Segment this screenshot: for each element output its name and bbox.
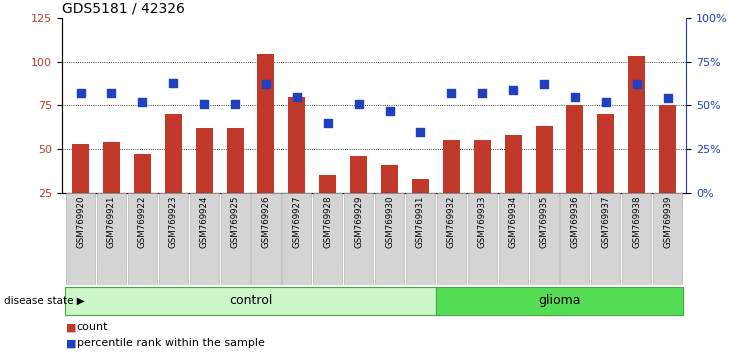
- Text: GSM769939: GSM769939: [663, 196, 672, 248]
- Text: GSM769938: GSM769938: [632, 196, 641, 248]
- Text: GDS5181 / 42326: GDS5181 / 42326: [62, 1, 185, 15]
- Text: GSM769921: GSM769921: [107, 196, 116, 248]
- FancyBboxPatch shape: [128, 193, 157, 285]
- Bar: [474, 140, 491, 193]
- Point: [600, 99, 612, 105]
- Text: count: count: [77, 322, 108, 332]
- Text: GSM769929: GSM769929: [354, 196, 364, 248]
- Point: [445, 90, 457, 96]
- FancyBboxPatch shape: [251, 193, 280, 285]
- Point: [322, 120, 334, 126]
- Bar: [196, 128, 212, 193]
- Bar: [504, 135, 522, 193]
- Text: GSM769936: GSM769936: [570, 196, 580, 248]
- Point: [477, 90, 488, 96]
- Point: [662, 96, 674, 101]
- Point: [353, 101, 364, 107]
- Bar: [629, 56, 645, 193]
- FancyBboxPatch shape: [499, 193, 528, 285]
- Text: GSM769935: GSM769935: [539, 196, 548, 248]
- Text: percentile rank within the sample: percentile rank within the sample: [77, 338, 264, 348]
- Bar: [319, 176, 337, 193]
- Text: GSM769920: GSM769920: [76, 196, 85, 248]
- FancyBboxPatch shape: [97, 193, 126, 285]
- FancyBboxPatch shape: [437, 193, 466, 285]
- Point: [137, 99, 148, 105]
- Point: [507, 87, 519, 92]
- Text: GSM769928: GSM769928: [323, 196, 332, 248]
- Text: GSM769923: GSM769923: [169, 196, 178, 248]
- FancyBboxPatch shape: [375, 193, 404, 285]
- Point: [538, 81, 550, 87]
- FancyBboxPatch shape: [65, 287, 436, 315]
- Text: GSM769926: GSM769926: [261, 196, 271, 248]
- FancyBboxPatch shape: [158, 193, 188, 285]
- FancyBboxPatch shape: [591, 193, 620, 285]
- Point: [260, 81, 272, 87]
- Bar: [536, 126, 553, 193]
- Bar: [72, 144, 89, 193]
- FancyBboxPatch shape: [529, 193, 558, 285]
- Point: [106, 90, 118, 96]
- Text: GSM769934: GSM769934: [509, 196, 518, 248]
- Bar: [566, 105, 583, 193]
- Point: [229, 101, 241, 107]
- Point: [167, 80, 179, 85]
- Text: ■: ■: [66, 338, 76, 348]
- Bar: [165, 114, 182, 193]
- FancyBboxPatch shape: [283, 193, 312, 285]
- FancyBboxPatch shape: [561, 193, 590, 285]
- Bar: [597, 114, 615, 193]
- Text: ■: ■: [66, 322, 76, 332]
- Point: [631, 81, 642, 87]
- Bar: [288, 97, 305, 193]
- Text: GSM769924: GSM769924: [200, 196, 209, 248]
- Text: GSM769932: GSM769932: [447, 196, 456, 248]
- Bar: [134, 154, 151, 193]
- FancyBboxPatch shape: [622, 193, 651, 285]
- Point: [415, 129, 426, 135]
- Text: GSM769922: GSM769922: [138, 196, 147, 248]
- FancyBboxPatch shape: [313, 193, 342, 285]
- Bar: [412, 179, 429, 193]
- Bar: [258, 55, 274, 193]
- FancyBboxPatch shape: [436, 287, 683, 315]
- Text: GSM769930: GSM769930: [385, 196, 394, 248]
- FancyBboxPatch shape: [406, 193, 435, 285]
- Text: GSM769927: GSM769927: [293, 196, 301, 248]
- Point: [291, 94, 303, 99]
- FancyBboxPatch shape: [66, 193, 95, 285]
- Text: glioma: glioma: [538, 295, 581, 307]
- Text: disease state ▶: disease state ▶: [4, 296, 85, 306]
- Text: GSM769933: GSM769933: [477, 196, 487, 248]
- Bar: [350, 156, 367, 193]
- Bar: [381, 165, 398, 193]
- Text: GSM769925: GSM769925: [231, 196, 239, 248]
- FancyBboxPatch shape: [344, 193, 373, 285]
- Text: GSM769937: GSM769937: [602, 196, 610, 248]
- Bar: [659, 105, 676, 193]
- Text: control: control: [228, 295, 272, 307]
- Text: GSM769931: GSM769931: [416, 196, 425, 248]
- FancyBboxPatch shape: [220, 193, 250, 285]
- Point: [199, 101, 210, 107]
- Point: [569, 94, 581, 99]
- FancyBboxPatch shape: [468, 193, 497, 285]
- Point: [74, 90, 86, 96]
- Bar: [103, 142, 120, 193]
- Bar: [443, 140, 460, 193]
- FancyBboxPatch shape: [190, 193, 219, 285]
- Point: [384, 108, 396, 113]
- FancyBboxPatch shape: [653, 193, 682, 285]
- Bar: [226, 128, 244, 193]
